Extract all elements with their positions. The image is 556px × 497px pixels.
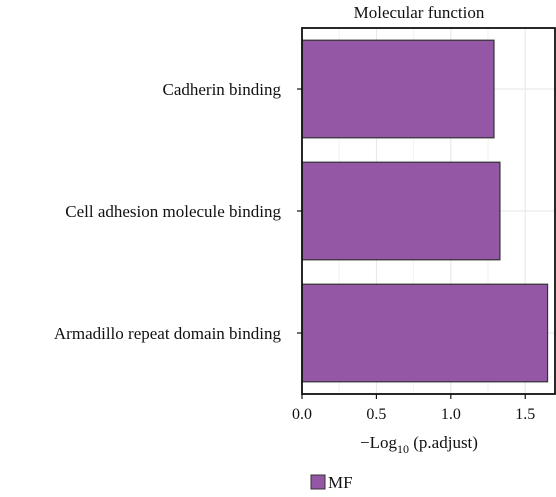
chart-title: Molecular function	[354, 3, 485, 22]
legend-label: MF	[328, 473, 353, 492]
bars	[301, 39, 549, 383]
x-axis-label-tail: (p.adjust)	[409, 433, 478, 452]
x-tick-label: 1.5	[515, 406, 535, 423]
y-tick-labels: Cadherin binding Cell adhesion molecule b…	[54, 80, 302, 343]
x-tick-label: 0.5	[366, 406, 386, 423]
x-tick-label: 0.0	[292, 406, 312, 423]
x-tick-label: 1.0	[441, 406, 461, 423]
x-axis-label: −Log10 (p.adjust)	[360, 433, 478, 456]
x-axis-label-subscript: 10	[397, 442, 409, 456]
x-axis-label-main: −Log	[360, 433, 397, 452]
x-ticks: 0.0 0.5 1.0 1.5	[292, 394, 535, 423]
y-tick-label: Cadherin binding	[162, 80, 281, 99]
bar	[301, 283, 549, 383]
y-tick-label: Armadillo repeat domain binding	[54, 324, 282, 343]
y-tick-label: Cell adhesion molecule binding	[65, 202, 281, 221]
legend-swatch	[310, 474, 326, 490]
bar	[301, 161, 501, 261]
bar	[301, 39, 495, 139]
legend: MF	[310, 473, 353, 492]
